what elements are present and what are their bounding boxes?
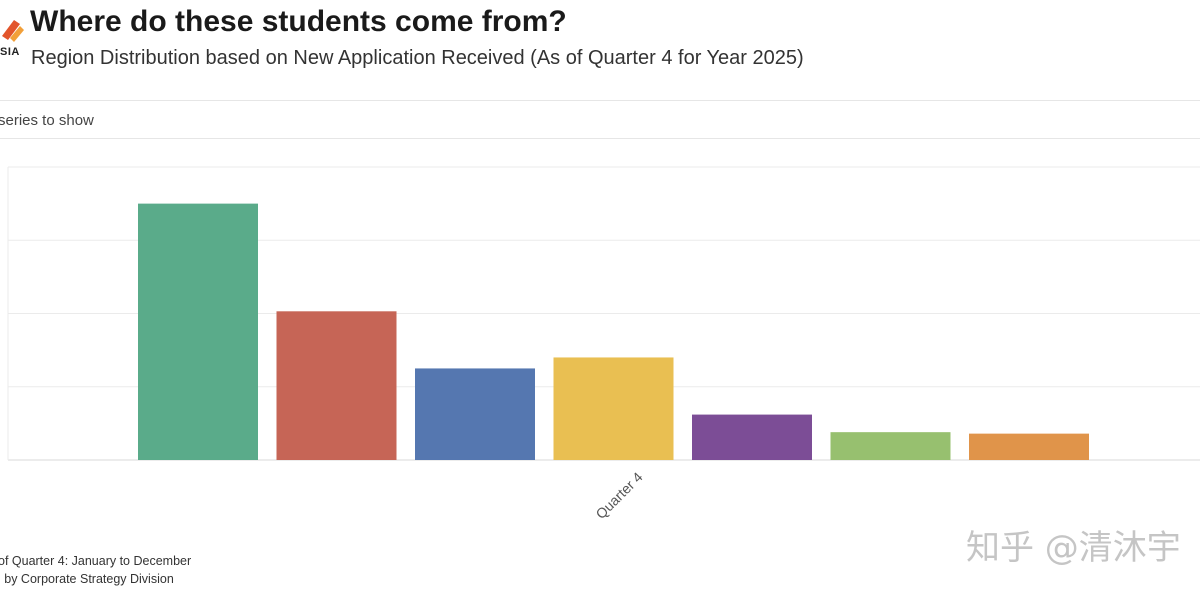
bar-series-5	[692, 414, 812, 460]
bar-series-1	[138, 203, 258, 460]
series-selector[interactable]: series to show	[0, 112, 94, 129]
header-divider	[0, 100, 1200, 101]
chart-subtitle: Region Distribution based on New Applica…	[31, 47, 804, 69]
footnote-source: l by Corporate Strategy Division	[0, 572, 174, 586]
controls-divider	[0, 138, 1200, 139]
bar-series-2	[276, 311, 397, 460]
chart-title: Where do these students come from?	[30, 5, 567, 38]
watermark: 知乎 @清沐宇	[966, 528, 1181, 568]
logo: SIA	[0, 10, 26, 66]
bar-series-6	[830, 432, 951, 460]
x-tick-label: Quarter 4	[592, 469, 645, 522]
footnote-period: of Quarter 4: January to December	[0, 554, 192, 568]
bar-series-3	[415, 368, 535, 460]
logo-text: SIA	[0, 46, 20, 58]
bar-chart: Quarter 4	[7, 166, 1200, 522]
bar-series-7	[969, 433, 1089, 460]
bar-series-4	[553, 357, 674, 460]
logo-mark-icon	[2, 20, 24, 42]
